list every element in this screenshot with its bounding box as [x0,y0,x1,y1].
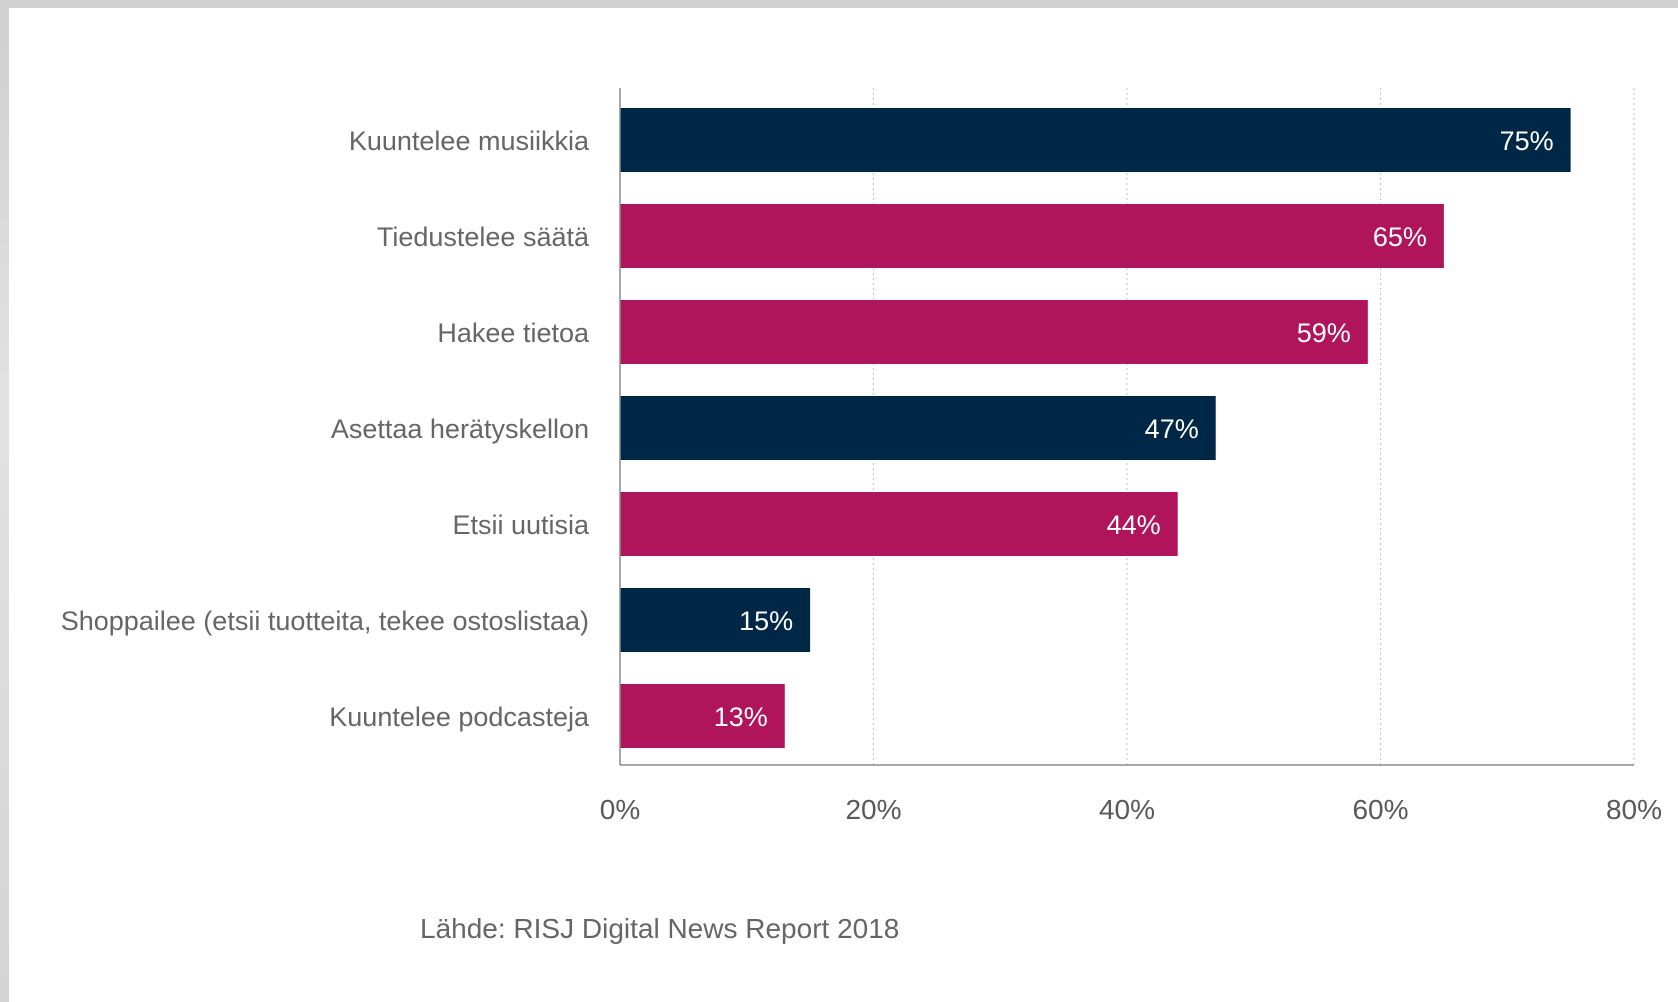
bar-6 [620,588,811,652]
chart-panel: 0% 20% 40% 60% 80% 75% Kuuntelee musiikkia 65%… [9,8,1678,1002]
bar-3 [620,300,1368,364]
bar-1 [620,108,1571,172]
value-label-7: 13% [714,702,768,732]
value-label-5: 44% [1107,510,1161,540]
category-label-5: Etsii uutisia [452,510,590,540]
x-tick-label-0: 0% [600,794,640,825]
x-tick-label-40: 40% [1099,794,1155,825]
bar-5 [620,492,1178,556]
category-label-3: Hakee tietoa [437,318,590,348]
value-label-4: 47% [1145,414,1199,444]
bar-chart: 0% 20% 40% 60% 80% 75% Kuuntelee musiikkia 65%… [61,88,1662,825]
value-label-2: 65% [1373,222,1427,252]
category-label-7: Kuuntelee podcasteja [329,702,590,732]
bar-4 [620,396,1216,460]
category-label-6: Shoppailee (etsii tuotteita, tekee ostos… [61,606,589,636]
x-tick-label-80: 80% [1606,794,1662,825]
value-label-1: 75% [1500,126,1554,156]
labels: 75% Kuuntelee musiikkia 65% Tiedustelee sää… [61,126,1554,732]
bars [620,108,1571,748]
value-label-3: 59% [1297,318,1351,348]
bar-7 [620,684,785,748]
category-label-4: Asettaa herätyskellon [331,414,589,444]
category-label-1: Kuuntelee musiikkia [349,126,590,156]
source-note: Lähde: RISJ Digital News Report 2018 [420,913,900,944]
x-tick-label-60: 60% [1352,794,1408,825]
axes: 0% 20% 40% 60% 80% [600,88,1662,825]
bar-2 [620,204,1444,268]
category-label-2: Tiedustelee säätä [377,222,590,252]
value-label-6: 15% [739,606,793,636]
x-tick-label-20: 20% [845,794,901,825]
